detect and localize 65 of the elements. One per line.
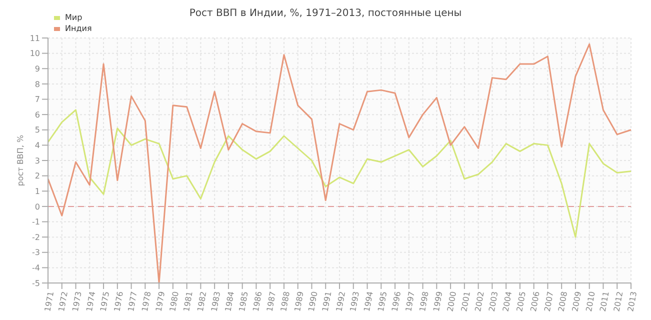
x-tick-label: 1996 (390, 290, 403, 312)
x-tick-label: 1984 (224, 290, 236, 312)
x-tick-label: 2010 (584, 290, 597, 312)
y-tick-label: 10 (30, 49, 40, 58)
x-tick-label: 2012 (612, 290, 625, 312)
y-tick-label: 4 (34, 141, 40, 150)
x-tick-label: 1990 (306, 290, 320, 312)
x-tick-label: 2011 (598, 290, 611, 312)
y-tick-label: 6 (34, 110, 40, 120)
x-tick-label: 1975 (98, 290, 112, 312)
y-tick-label: 9 (34, 64, 40, 74)
y-tick-label: 0 (34, 202, 40, 212)
x-tick-label: 1994 (362, 290, 375, 312)
x-tick-label: 1999 (432, 290, 444, 312)
x-tick-label: 2006 (529, 290, 542, 312)
x-tick-label: 2002 (473, 290, 486, 312)
x-tick-label: 1988 (279, 290, 292, 312)
x-tick-label: 1986 (251, 290, 264, 312)
x-tick-label: 1985 (238, 290, 250, 312)
y-tick-label: 1 (34, 186, 40, 196)
y-tick-label: 7 (34, 95, 40, 104)
x-tick-label: 1972 (57, 290, 70, 312)
y-tick-label: 2 (34, 172, 40, 181)
y-tick-label: 11 (30, 34, 40, 43)
x-tick-label: 1982 (196, 290, 208, 312)
x-tick-label: 2005 (515, 290, 528, 312)
x-tick-label: 1980 (168, 290, 180, 312)
x-tick-label: 2007 (542, 290, 556, 312)
y-axis-title: рост ВВП, % (16, 134, 25, 186)
x-tick-label: 1981 (182, 290, 194, 312)
x-tick-label: 1993 (348, 290, 361, 312)
y-tick-label: -5 (32, 278, 40, 288)
x-tick-label: 2008 (556, 290, 570, 312)
legend-label: Мир (65, 12, 82, 23)
chart-title: Рост ВВП в Индии, %, 1971–2013, постоянные цены (189, 8, 462, 19)
y-tick-label: 8 (34, 80, 40, 89)
x-tick-label: 2003 (487, 290, 500, 312)
x-tick-label: 1974 (84, 290, 98, 312)
x-tick-label: 1977 (126, 290, 139, 312)
x-tick-label: 1976 (112, 290, 125, 312)
x-tick-label: 1998 (418, 290, 430, 312)
y-tick-label: -3 (32, 248, 40, 258)
x-tick-label: 2000 (446, 290, 458, 312)
x-tick-label: 1979 (154, 290, 167, 312)
y-tick-label: -4 (32, 264, 40, 273)
x-tick-label: 2013 (626, 290, 639, 312)
y-tick-label: -1 (32, 218, 40, 227)
x-tick-label: 1989 (293, 290, 306, 312)
x-tick-label: 1978 (140, 290, 153, 312)
legend-label: Индия (65, 23, 92, 34)
x-tick-label: 1973 (70, 290, 84, 312)
x-tick-label: 1995 (376, 290, 389, 312)
x-tick-label: 1971 (43, 290, 56, 312)
x-tick-label: 1983 (210, 290, 222, 312)
x-tick-label: 2004 (501, 290, 514, 312)
line-series (47, 109, 632, 238)
y-tick-label: -2 (32, 232, 40, 242)
y-tick-label: 3 (34, 156, 40, 166)
x-tick-label: 1987 (265, 290, 278, 312)
x-tick-label: 1997 (404, 290, 416, 312)
x-tick-label: 1992 (334, 290, 348, 312)
x-tick-label: 2009 (570, 290, 584, 312)
x-tick-label: 1991 (320, 290, 334, 312)
y-tick-label: 5 (34, 126, 40, 135)
x-tick-label: 2001 (460, 290, 472, 312)
